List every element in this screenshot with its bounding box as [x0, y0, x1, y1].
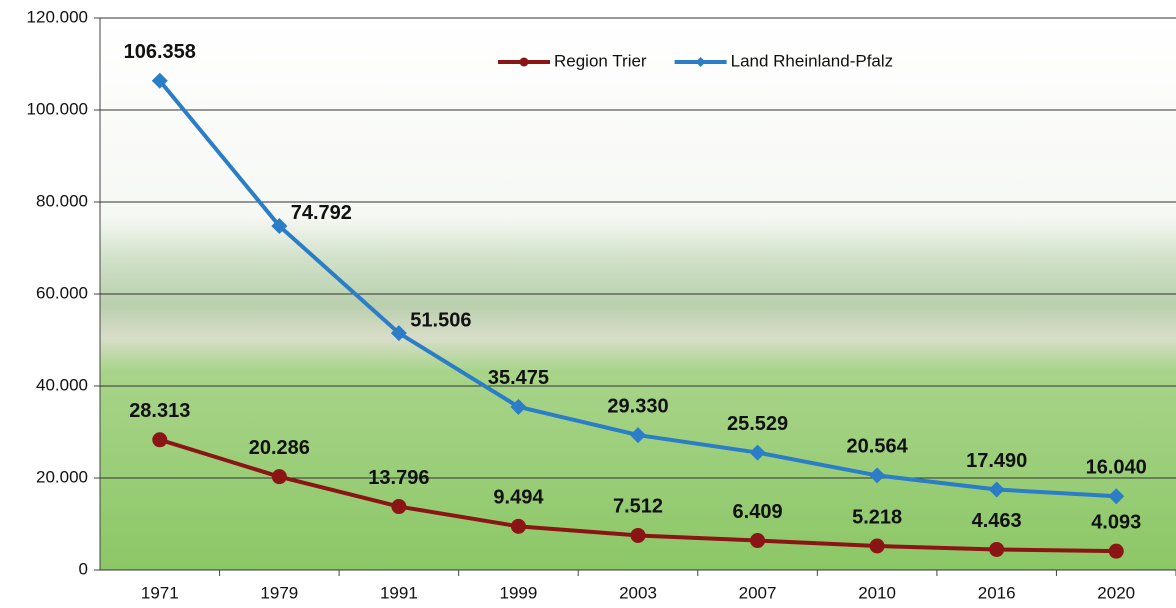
x-tick-label: 2007: [739, 583, 777, 602]
x-tick-label: 2003: [619, 583, 657, 602]
value-label: 25.529: [727, 413, 788, 435]
point: [152, 432, 167, 447]
point: [391, 499, 406, 514]
value-label: 4.463: [972, 510, 1022, 532]
point: [1109, 544, 1124, 559]
y-tick-label: 40.000: [36, 375, 88, 394]
value-label: 74.792: [291, 202, 352, 224]
value-label: 16.040: [1086, 456, 1147, 478]
value-label: 4.093: [1091, 511, 1141, 533]
point: [272, 469, 287, 484]
chart: 0 20.000 40.000 60.000 80.000 100.000 120.000 1…: [0, 0, 1176, 608]
x-tick-label: 2020: [1097, 583, 1135, 602]
value-label: 5.218: [852, 506, 902, 528]
point: [750, 533, 765, 548]
y-tick-label: 20.000: [36, 467, 88, 486]
y-tick-label: 120.000: [27, 7, 88, 26]
value-label: 13.796: [368, 467, 429, 489]
value-label: 106.358: [124, 41, 196, 63]
legend-marker: [520, 58, 529, 67]
value-label: 20.286: [249, 437, 310, 459]
value-label: 9.494: [493, 487, 544, 509]
x-tick-label: 1979: [260, 583, 298, 602]
value-label: 6.409: [733, 501, 783, 523]
point: [989, 542, 1004, 557]
value-label: 7.512: [613, 496, 663, 518]
value-label: 17.490: [966, 450, 1027, 472]
x-tick-label: 2016: [978, 583, 1016, 602]
point: [870, 538, 885, 553]
value-label: 28.313: [129, 400, 190, 422]
y-tick-label: 80.000: [36, 191, 88, 210]
y-tick-label: 100.000: [27, 99, 88, 118]
value-label: 35.475: [488, 367, 549, 389]
value-label: 20.564: [847, 436, 909, 458]
y-tick-label: 0: [79, 559, 88, 578]
x-tick-label: 1999: [500, 583, 538, 602]
point: [631, 528, 646, 543]
x-tick-label: 1971: [141, 583, 179, 602]
legend-label: Land Rheinland-Pfalz: [731, 51, 894, 70]
point: [511, 519, 526, 534]
legend-label: Region Trier: [554, 51, 647, 70]
x-tick-label: 1991: [380, 583, 418, 602]
x-tick-label: 2010: [858, 583, 896, 602]
value-label: 29.330: [607, 395, 668, 417]
y-tick-label: 60.000: [36, 283, 88, 302]
value-label: 51.506: [410, 309, 471, 331]
